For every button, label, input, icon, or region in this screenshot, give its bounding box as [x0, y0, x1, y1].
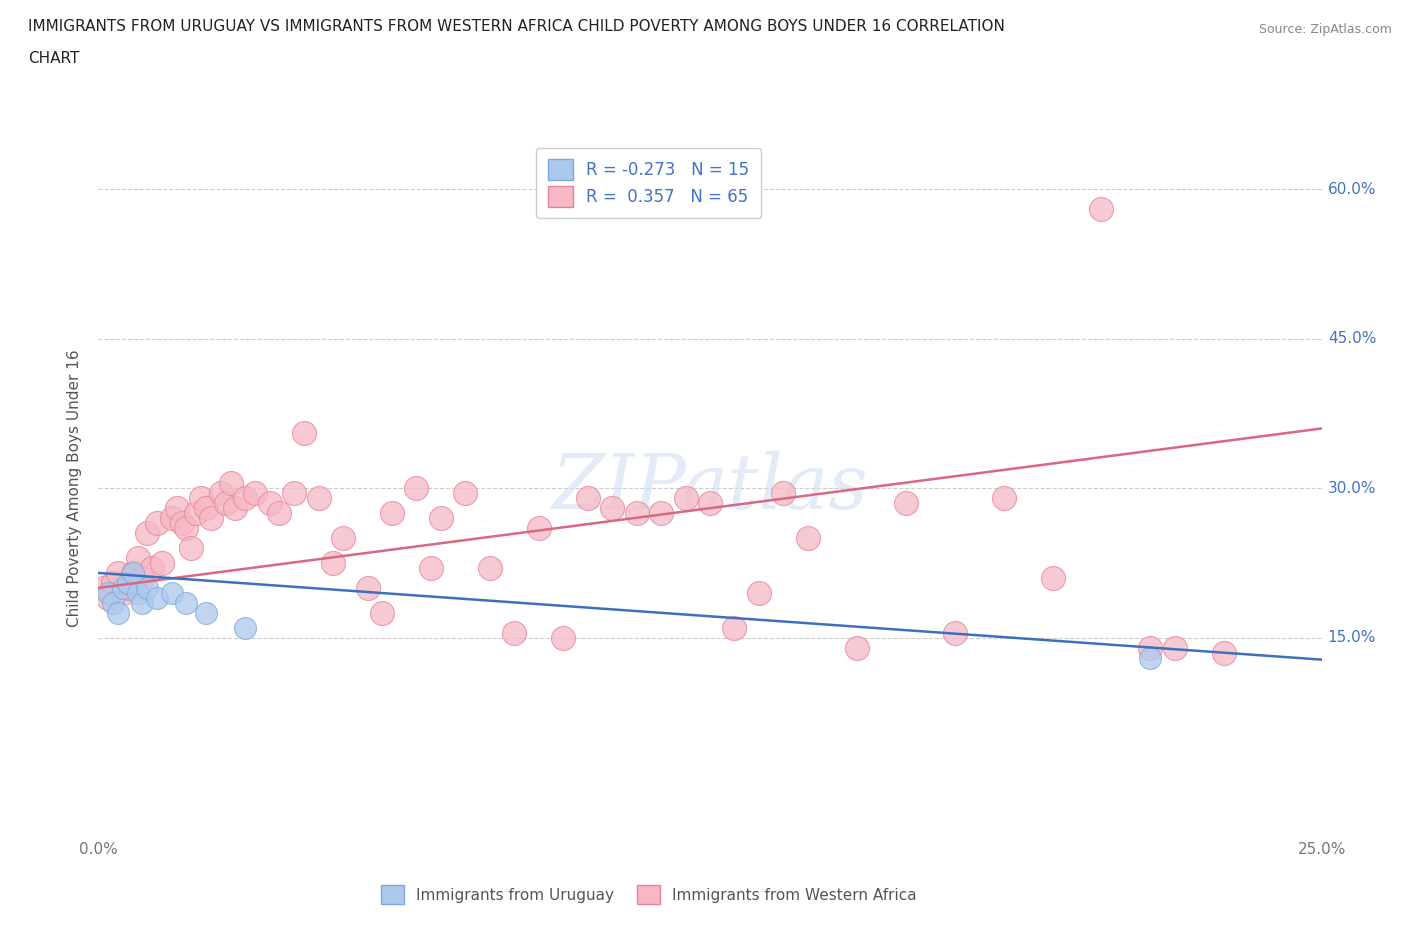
Point: [166, 500, 188, 515]
Point: [141, 561, 163, 576]
Point: [195, 605, 218, 620]
Point: [186, 506, 208, 521]
Point: [180, 540, 202, 555]
Point: [283, 485, 305, 500]
Text: 45.0%: 45.0%: [1327, 331, 1376, 346]
Point: [600, 500, 623, 515]
Point: [845, 640, 868, 655]
Text: ZIPatlas: ZIPatlas: [551, 451, 869, 525]
Point: [371, 605, 394, 620]
Point: [160, 511, 183, 525]
Point: [356, 580, 378, 595]
Point: [150, 555, 173, 570]
Point: [699, 496, 721, 511]
Point: [381, 506, 404, 521]
Text: 60.0%: 60.0%: [1327, 182, 1376, 197]
Point: [993, 491, 1015, 506]
Point: [176, 521, 198, 536]
Point: [127, 551, 149, 565]
Point: [1090, 202, 1112, 217]
Point: [797, 531, 820, 546]
Point: [131, 595, 153, 610]
Point: [101, 595, 124, 610]
Point: [894, 496, 917, 511]
Point: [748, 586, 770, 601]
Point: [170, 516, 193, 531]
Point: [332, 531, 354, 546]
Point: [723, 620, 745, 635]
Point: [91, 580, 114, 595]
Point: [269, 506, 291, 521]
Point: [131, 570, 153, 585]
Point: [190, 491, 212, 506]
Point: [1042, 570, 1064, 585]
Point: [322, 555, 344, 570]
Point: [200, 511, 222, 525]
Point: [1212, 645, 1234, 660]
Point: [224, 500, 246, 515]
Point: [111, 580, 134, 595]
Point: [209, 485, 232, 500]
Point: [214, 496, 236, 511]
Point: [527, 521, 550, 536]
Point: [650, 506, 672, 521]
Point: [1139, 650, 1161, 665]
Point: [195, 500, 218, 515]
Point: [219, 476, 242, 491]
Text: 15.0%: 15.0%: [1327, 631, 1376, 645]
Point: [1139, 640, 1161, 655]
Point: [943, 625, 966, 640]
Point: [136, 525, 159, 540]
Point: [117, 576, 139, 591]
Point: [308, 491, 330, 506]
Point: [146, 591, 169, 605]
Point: [243, 485, 266, 500]
Point: [420, 561, 443, 576]
Point: [233, 620, 256, 635]
Point: [292, 426, 315, 441]
Y-axis label: Child Poverty Among Boys Under 16: Child Poverty Among Boys Under 16: [67, 350, 83, 627]
Point: [117, 580, 139, 595]
Point: [430, 511, 453, 525]
Point: [233, 491, 256, 506]
Point: [176, 595, 198, 610]
Point: [160, 586, 183, 601]
Point: [111, 586, 134, 601]
Point: [107, 605, 129, 620]
Point: [101, 576, 124, 591]
Point: [97, 586, 120, 601]
Point: [121, 565, 143, 580]
Legend: Immigrants from Uruguay, Immigrants from Western Africa: Immigrants from Uruguay, Immigrants from…: [371, 876, 927, 913]
Text: CHART: CHART: [28, 51, 80, 66]
Text: Source: ZipAtlas.com: Source: ZipAtlas.com: [1258, 23, 1392, 36]
Point: [503, 625, 526, 640]
Point: [553, 631, 575, 645]
Text: 30.0%: 30.0%: [1327, 481, 1376, 496]
Point: [772, 485, 794, 500]
Point: [626, 506, 648, 521]
Point: [97, 591, 120, 605]
Point: [146, 516, 169, 531]
Point: [107, 565, 129, 580]
Point: [454, 485, 477, 500]
Point: [675, 491, 697, 506]
Point: [1164, 640, 1187, 655]
Point: [576, 491, 599, 506]
Point: [405, 481, 427, 496]
Point: [478, 561, 501, 576]
Point: [259, 496, 281, 511]
Point: [136, 580, 159, 595]
Point: [127, 586, 149, 601]
Text: IMMIGRANTS FROM URUGUAY VS IMMIGRANTS FROM WESTERN AFRICA CHILD POVERTY AMONG BO: IMMIGRANTS FROM URUGUAY VS IMMIGRANTS FR…: [28, 19, 1005, 33]
Point: [121, 565, 143, 580]
